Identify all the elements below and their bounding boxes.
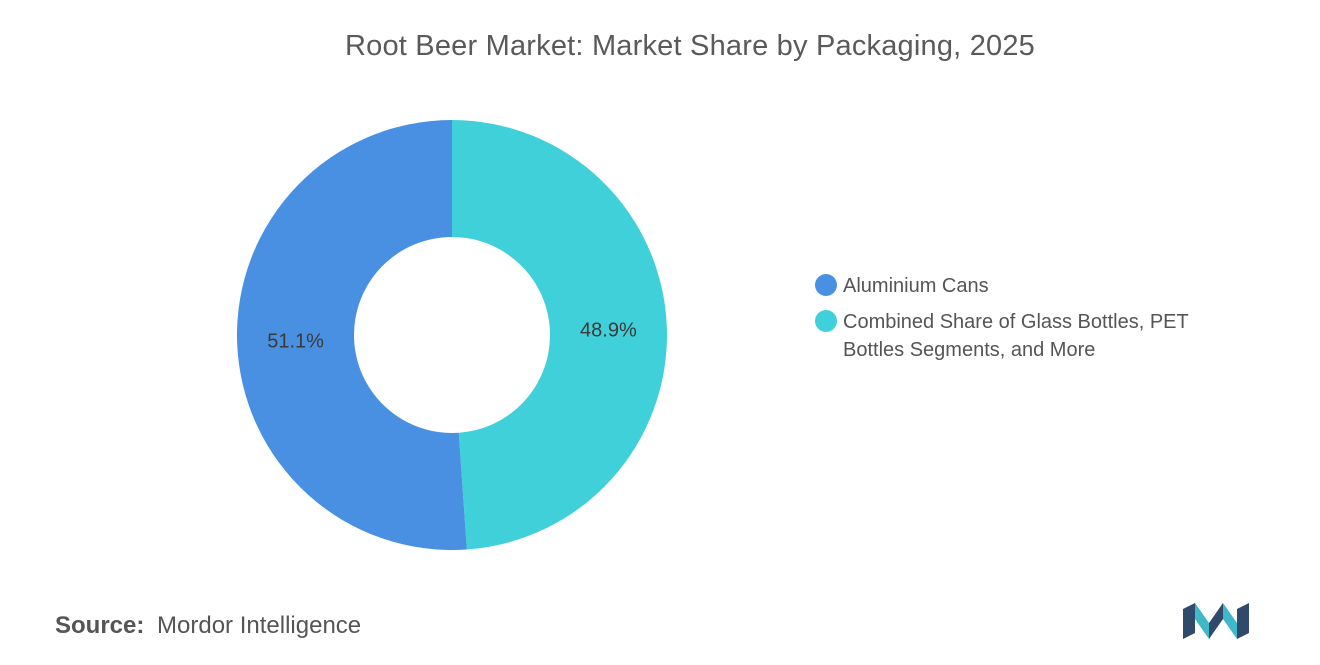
donut-slice-combined-share bbox=[452, 120, 667, 550]
chart-title: Root Beer Market: Market Share by Packag… bbox=[344, 30, 1036, 62]
legend-label-aluminium-cans: Aluminium Cans bbox=[843, 275, 989, 297]
source-label: Source: bbox=[55, 612, 145, 639]
source-value: Mordor Intelligence bbox=[157, 612, 362, 639]
data-label-aluminium-cans: 51.1% bbox=[267, 330, 324, 352]
data-label-combined-share: 48.9% bbox=[580, 320, 637, 342]
donut-slice-aluminium-cans bbox=[236, 120, 467, 550]
legend-item-combined-share: Combined Share of Glass Bottles, PET Bot… bbox=[815, 308, 1255, 364]
source-note: Source: Mordor Intelligence bbox=[55, 612, 361, 640]
mordor-intelligence-logo-icon bbox=[1183, 603, 1249, 639]
legend-swatch-combined-share bbox=[815, 310, 837, 332]
donut-slices bbox=[236, 120, 667, 550]
chart-legend: Aluminium Cans Combined Share of Glass B… bbox=[815, 272, 1255, 372]
legend-item-aluminium-cans: Aluminium Cans bbox=[815, 272, 1255, 300]
donut-data-labels: 48.9% 51.1% bbox=[267, 320, 637, 353]
legend-swatch-aluminium-cans bbox=[815, 274, 837, 296]
legend-label-combined-share: Combined Share of Glass Bottles, PET Bot… bbox=[843, 311, 1189, 361]
